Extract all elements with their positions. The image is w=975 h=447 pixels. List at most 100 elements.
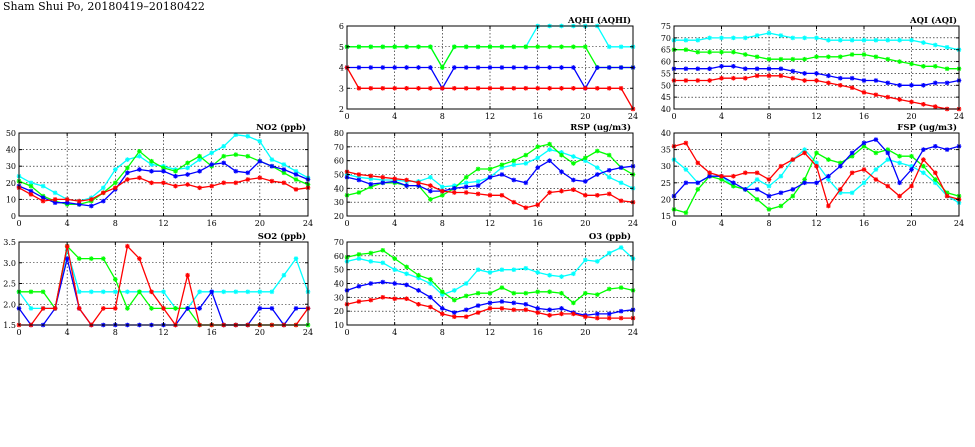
data-point — [451, 44, 457, 50]
data-point — [849, 75, 855, 81]
data-point — [618, 86, 624, 91]
data-point — [404, 44, 409, 50]
chart-panel-o3: 0 4 8 12 16 20 24 10 20 30 40 50 60 70 O3 (ppb) — [334, 231, 638, 337]
data-point — [606, 65, 612, 70]
y-tick-label: 65 — [661, 46, 671, 55]
data-point — [559, 86, 564, 91]
x-tick-label: 20 — [906, 219, 916, 228]
data-point — [404, 177, 409, 183]
x-tick-label: 24 — [303, 219, 313, 228]
x-tick-label: 12 — [158, 219, 168, 228]
data-point — [380, 44, 386, 50]
data-point — [380, 175, 386, 180]
data-point — [861, 90, 867, 95]
data-point — [137, 149, 142, 154]
data-point — [185, 165, 190, 171]
series-aqi-0 — [671, 30, 962, 53]
data-point — [368, 259, 374, 264]
data-point — [221, 144, 226, 149]
y-tick-label: 10 — [6, 195, 16, 204]
data-point — [837, 37, 843, 43]
data-point — [487, 193, 493, 198]
data-point — [487, 65, 493, 70]
data-point — [368, 181, 374, 187]
data-point — [523, 290, 529, 296]
data-point — [173, 173, 178, 179]
data-point — [428, 197, 433, 202]
series-aqhi-3 — [344, 65, 636, 112]
data-point — [707, 78, 712, 83]
data-point — [826, 157, 831, 162]
data-point — [873, 137, 879, 142]
data-point — [695, 66, 701, 71]
data-point — [731, 180, 736, 186]
data-point — [185, 172, 190, 177]
data-point — [356, 299, 362, 304]
data-point — [245, 177, 251, 182]
data-point — [428, 86, 433, 91]
data-point — [873, 150, 879, 156]
data-point — [754, 66, 760, 71]
data-point — [511, 162, 517, 168]
data-point — [257, 139, 263, 144]
data-point — [113, 167, 118, 172]
data-point — [802, 71, 807, 76]
data-point — [368, 65, 374, 70]
data-point — [392, 296, 398, 302]
data-point — [683, 180, 689, 186]
x-tick-label: 0 — [344, 328, 349, 337]
data-point — [499, 306, 505, 311]
y-tick-label: 20 — [6, 179, 16, 188]
data-point — [293, 187, 299, 192]
data-point — [416, 65, 421, 70]
data-point — [125, 170, 130, 176]
data-point — [618, 245, 624, 250]
data-point — [368, 173, 374, 179]
data-point — [535, 44, 541, 50]
data-point — [849, 52, 855, 57]
data-point — [149, 289, 154, 295]
data-point — [571, 311, 576, 317]
data-point — [861, 167, 867, 172]
x-tick-label: 20 — [906, 112, 916, 121]
data-point — [921, 64, 926, 69]
y-tick-label: 1.5 — [3, 321, 16, 330]
data-point — [113, 277, 118, 282]
data-point — [921, 40, 926, 45]
data-point — [814, 78, 819, 83]
y-tick-label: 6 — [339, 22, 344, 31]
data-point — [523, 86, 529, 91]
data-point — [571, 161, 576, 166]
data-point — [559, 65, 564, 70]
data-point — [873, 167, 879, 172]
data-point — [873, 37, 879, 43]
data-point — [571, 187, 576, 192]
data-point — [404, 271, 409, 277]
data-point — [618, 65, 624, 70]
data-point — [814, 163, 819, 169]
y-tick-label: 3.0 — [3, 259, 16, 268]
y-tick-label: 50 — [334, 171, 344, 180]
data-point — [582, 179, 588, 184]
data-point — [209, 150, 214, 156]
x-tick-label: 4 — [719, 112, 724, 121]
data-point — [802, 56, 807, 62]
data-point — [932, 64, 938, 69]
data-point — [932, 42, 938, 48]
y-tick-label: 20 — [334, 307, 344, 316]
y-tick-label: 3.5 — [3, 238, 16, 247]
data-point — [618, 198, 624, 204]
data-point — [606, 86, 612, 91]
data-point — [618, 308, 624, 314]
data-point — [392, 65, 398, 70]
data-point — [742, 35, 748, 41]
x-tick-label: 20 — [255, 219, 265, 228]
data-point — [269, 306, 275, 311]
data-point — [28, 289, 34, 295]
data-point — [523, 161, 529, 166]
data-point — [101, 198, 106, 204]
data-point — [790, 35, 796, 41]
data-point — [571, 154, 576, 159]
data-point — [594, 65, 600, 70]
data-point — [618, 165, 624, 170]
